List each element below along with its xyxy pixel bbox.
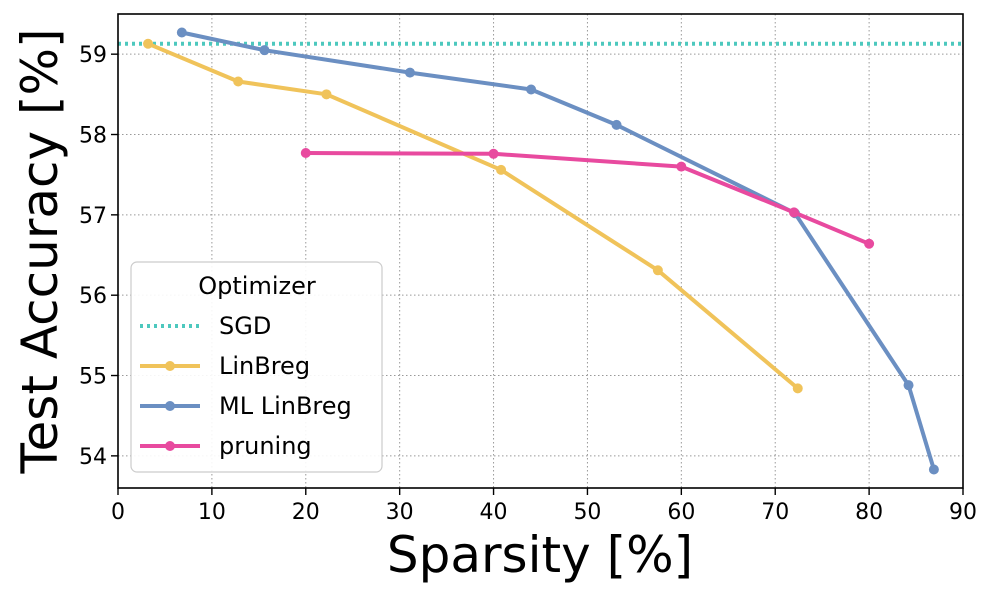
x-tick-label: 50 [573,500,601,525]
x-tick-label: 40 [480,500,508,525]
y-tick-label: 58 [79,124,107,149]
legend-label-linbreg: LinBreg [219,352,310,380]
data-point-pruning [488,148,499,159]
data-point-ml-linbreg [259,45,270,56]
x-tick-label: 90 [949,500,977,525]
data-point-linbreg [233,76,244,87]
x-tick-label: 10 [198,500,226,525]
legend-marker-ml-linbreg [165,401,175,411]
y-tick-label: 54 [79,445,107,470]
legend-marker-linbreg [165,361,175,371]
data-point-linbreg [792,383,803,394]
series-line-linbreg [146,41,800,391]
y-tick-label: 56 [79,284,107,309]
data-point-ml-linbreg [928,464,939,475]
legend-entries: SGD LinBreg ML LinBreg pruning [140,312,352,460]
data-point-linbreg [652,265,663,276]
data-point-ml-linbreg [526,84,537,95]
data-point-pruning [300,147,311,158]
data-point-linbreg [496,164,507,175]
x-tick-label: 60 [667,500,695,525]
y-axis-title: Test Accuracy [%] [11,28,69,474]
data-point-ml-linbreg [611,119,622,130]
y-tick-label: 57 [79,204,107,229]
legend-label-pruning: pruning [219,432,312,460]
data-point-pruning [789,207,799,218]
axis-ticks: 0 10 20 30 40 50 60 70 80 90 54 55 56 57 58 59 [79,43,977,525]
y-tick-label: 59 [79,43,107,68]
legend-label-sgd: SGD [219,312,271,340]
data-point-linbreg [321,89,332,100]
x-axis-title: Sparsity [%] [387,526,693,584]
x-tick-label: 20 [292,500,320,525]
legend-label-ml-linbreg: ML LinBreg [219,392,352,420]
data-point-linbreg [143,38,154,49]
x-tick-label: 0 [111,500,125,525]
y-tick-label: 55 [79,365,107,390]
data-point-ml-linbreg [404,67,415,78]
legend: Optimizer SGD LinBreg ML LinBreg pruning [130,261,383,473]
x-tick-label: 70 [761,500,789,525]
data-point-ml-linbreg [176,27,187,38]
plot-frame [117,13,964,489]
series-layer [118,27,963,475]
data-point-pruning [864,238,875,249]
legend-marker-pruning [165,441,175,451]
series-line-ml-linbreg [179,30,936,472]
data-point-pruning [676,161,687,172]
x-tick-label: 80 [855,500,883,525]
data-point-ml-linbreg [903,380,914,391]
legend-box [130,261,383,473]
legend-title: Optimizer [198,272,316,300]
x-tick-label: 30 [386,500,414,525]
